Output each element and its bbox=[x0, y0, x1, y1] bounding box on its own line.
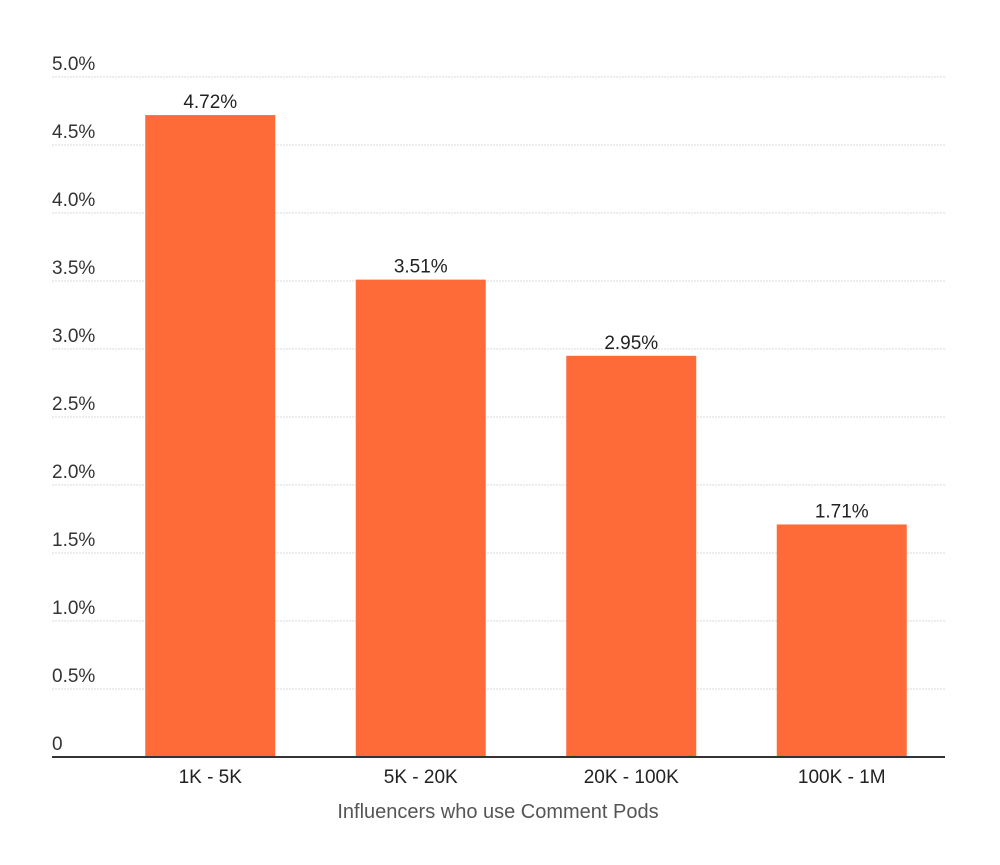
bars bbox=[145, 115, 907, 757]
y-tick-label: 0 bbox=[52, 734, 63, 755]
bar bbox=[776, 524, 907, 757]
bar-value-label: 2.95% bbox=[604, 333, 658, 354]
x-tick-label: 1K - 5K bbox=[179, 767, 243, 788]
bar bbox=[145, 115, 276, 757]
y-tick-label: 0.5% bbox=[52, 666, 95, 687]
bar-value-label: 4.72% bbox=[183, 92, 237, 113]
value-labels: 4.72% 3.51% 2.95% 1.71% bbox=[183, 92, 868, 522]
x-axis-ticks: 1K - 5K 5K - 20K 20K - 100K 100K - 1M bbox=[179, 767, 886, 788]
y-tick-label: 1.5% bbox=[52, 530, 95, 551]
x-tick-label: 5K - 20K bbox=[384, 767, 458, 788]
y-axis-ticks: 0 0.5% 1.0% 1.5% 2.0% 2.5% 3.0% 3.5% 4.0% 4.5% 5.0… bbox=[52, 54, 95, 755]
bar bbox=[566, 355, 697, 757]
y-tick-label: 2.0% bbox=[52, 462, 95, 483]
y-tick-label: 2.5% bbox=[52, 394, 95, 415]
bar-value-label: 3.51% bbox=[394, 257, 448, 278]
y-tick-label: 5.0% bbox=[52, 54, 95, 75]
y-tick-label: 4.5% bbox=[52, 122, 95, 143]
y-tick-label: 3.0% bbox=[52, 326, 95, 347]
bar bbox=[355, 279, 486, 757]
bar-value-label: 1.71% bbox=[815, 501, 869, 522]
x-axis-title: Influencers who use Comment Pods bbox=[337, 801, 658, 823]
y-tick-label: 1.0% bbox=[52, 598, 95, 619]
x-tick-label: 100K - 1M bbox=[798, 767, 886, 788]
y-tick-label: 4.0% bbox=[52, 190, 95, 211]
x-tick-label: 20K - 100K bbox=[584, 767, 679, 788]
y-tick-label: 3.5% bbox=[52, 258, 95, 279]
